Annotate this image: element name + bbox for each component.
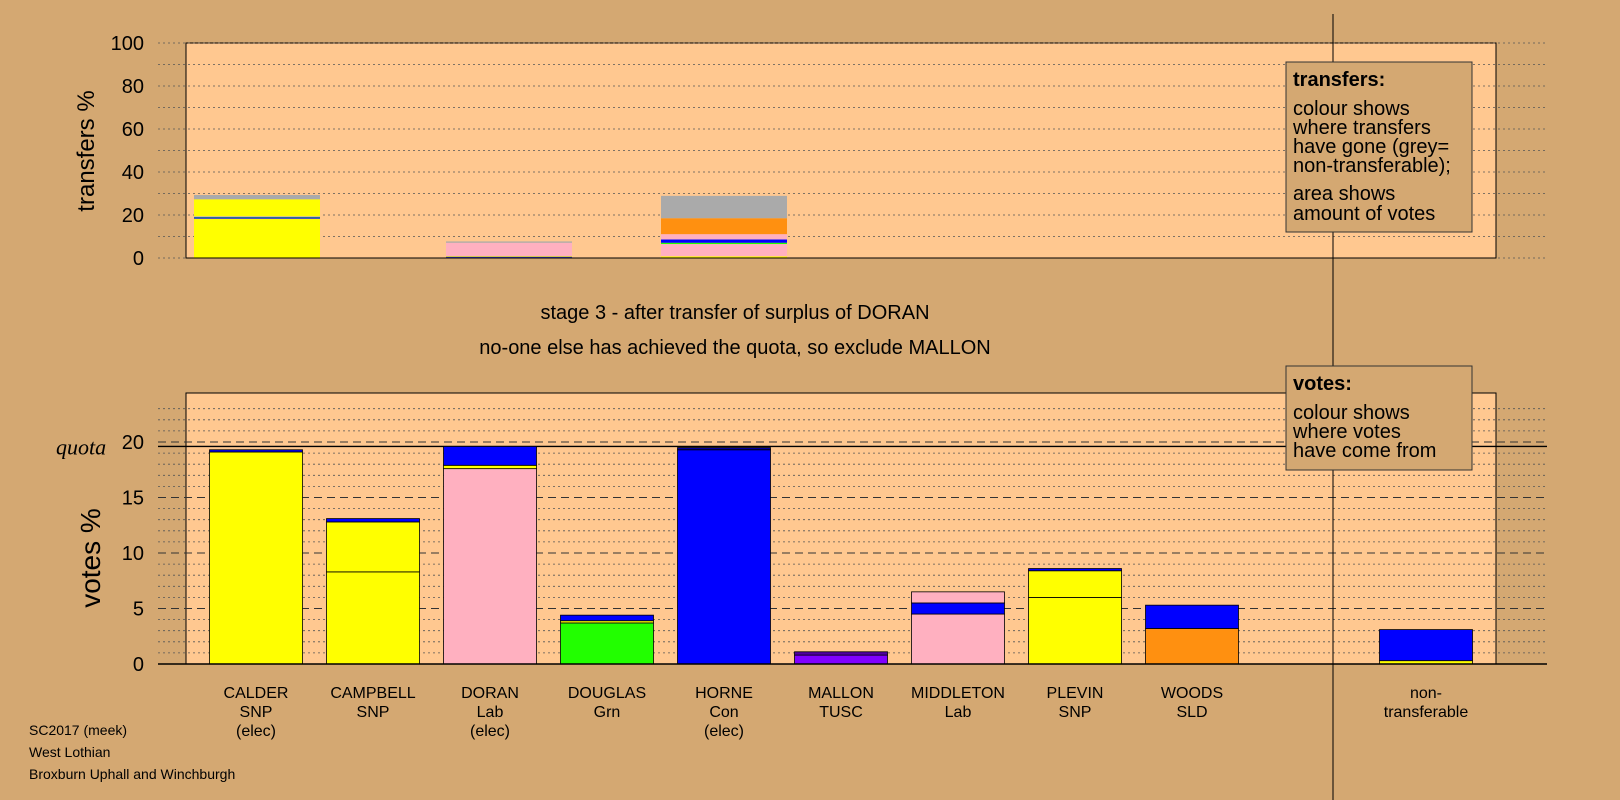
candidate-name-label: WOODS: [1161, 685, 1223, 702]
votes-legend-text: have come from: [1293, 440, 1436, 462]
vote-bar-segment: [677, 447, 771, 451]
candidate-name-label: MALLON: [808, 685, 874, 702]
votes-tick-label: 20: [122, 432, 144, 454]
candidate-name-label: CALDER: [224, 685, 289, 702]
transfer-bar-segment: [661, 234, 787, 240]
votes-tick-label: 10: [122, 543, 144, 565]
vote-bar-segment: [326, 518, 420, 523]
candidate-party-label: TUSC: [819, 704, 863, 721]
candidate-party-label: Con: [709, 704, 738, 721]
transfers-tick-label: 80: [122, 76, 144, 98]
quota-label: quota: [56, 434, 106, 459]
transfer-bar-segment: [446, 256, 572, 258]
vote-bar-segment: [794, 654, 888, 665]
transfer-bar-segment: [194, 199, 320, 217]
transfers-legend-text: non-transferable);: [1293, 155, 1451, 177]
transfers-tick-label: 0: [133, 248, 144, 270]
transfers-legend-text: where transfers: [1292, 117, 1431, 139]
transfer-bar-segment: [661, 244, 787, 257]
transfer-bar-segment: [661, 242, 787, 245]
candidate-party-label: SNP: [357, 704, 390, 721]
transfer-bar-segment: [446, 256, 572, 257]
candidate-party-label: Lab: [945, 704, 972, 721]
footer-election: SC2017 (meek): [29, 722, 128, 738]
candidate-name-label: non-: [1410, 685, 1442, 702]
votes-tick-label: 5: [133, 599, 144, 621]
transfers-legend-title: transfers:: [1293, 69, 1385, 91]
transfer-bar-segment: [194, 218, 320, 258]
transfer-bar-segment: [446, 241, 572, 243]
transfer-bar-segment: [661, 218, 787, 235]
candidate-name-label: DORAN: [461, 685, 519, 702]
vote-bar-segment: [794, 651, 888, 656]
candidate-name-label: PLEVIN: [1047, 685, 1104, 702]
vote-bar-segment: [1145, 628, 1239, 665]
vote-bar-segment: [677, 449, 771, 665]
votes-legend-text: where votes: [1292, 421, 1401, 443]
votes-legend-text: colour shows: [1293, 402, 1410, 424]
transfer-bar-segment: [661, 239, 787, 243]
vote-bar-segment: [1028, 568, 1122, 572]
vote-bar-segment: [209, 449, 303, 453]
candidate-name-label: DOUGLAS: [568, 685, 646, 702]
votes-tick-label: 15: [122, 488, 144, 510]
votes-legend-box: [1285, 365, 1473, 471]
candidate-party-label: SLD: [1176, 704, 1207, 721]
votes-legend-title: votes:: [1293, 373, 1352, 395]
transfer-bar-segment: [661, 195, 787, 219]
vote-bar-segment: [443, 446, 537, 466]
vote-bar-segment: [911, 613, 1005, 665]
transfers-legend-box: [1285, 61, 1473, 233]
vote-bar-segment: [911, 602, 1005, 615]
vote-bar-segment: [560, 622, 654, 665]
vote-bar-segment: [326, 571, 420, 665]
vote-bar-segment: [560, 614, 654, 622]
vote-bar-segment: [1379, 629, 1473, 662]
transfer-bar-segment: [194, 217, 320, 219]
transfers-legend-text: have gone (grey=: [1293, 136, 1449, 158]
vote-bar-segment: [209, 451, 303, 665]
vote-bar-segment: [326, 521, 420, 573]
votes-tick-label: 0: [133, 654, 144, 676]
transfers-legend-text: amount of votes: [1293, 203, 1435, 225]
transfers-axis-label: transfers %: [73, 90, 100, 211]
transfer-bar-segment: [446, 242, 572, 257]
stage-subtitle: no-one else has achieved the quota, so e…: [479, 337, 990, 359]
transfers-legend-text: area shows: [1293, 183, 1395, 205]
candidate-name-label: MIDDLETON: [911, 685, 1005, 702]
vote-bar-segment: [1028, 597, 1122, 665]
candidate-party-label: SNP: [240, 704, 273, 721]
vote-bar-segment: [1028, 570, 1122, 598]
vote-bar-segment: [911, 591, 1005, 604]
transfers-tick-label: 40: [122, 162, 144, 184]
transfer-bar-segment: [194, 216, 320, 218]
votes-axis-label: votes %: [75, 508, 106, 608]
footer-council: West Lothian: [29, 744, 111, 760]
transfers-tick-label: 100: [111, 33, 144, 55]
transfer-bar-segment: [661, 256, 787, 258]
vote-bar-segment: [1145, 604, 1239, 629]
candidate-status-label: (elec): [470, 723, 510, 740]
transfer-bar-segment: [194, 216, 320, 217]
candidate-status-label: (elec): [236, 723, 276, 740]
vote-bar-segment: [443, 464, 537, 470]
transfers-tick-label: 20: [122, 205, 144, 227]
candidate-name-label: CAMPBELL: [330, 685, 415, 702]
candidate-party-label: SNP: [1059, 704, 1092, 721]
candidate-status-label: (elec): [704, 723, 744, 740]
stage-title: stage 3 - after transfer of surplus of D…: [540, 302, 929, 324]
footer-ward: Broxburn Uphall and Winchburgh: [29, 766, 236, 782]
transfer-bar-segment: [194, 195, 320, 200]
candidate-name-label: HORNE: [695, 685, 753, 702]
candidate-party-label: Grn: [594, 704, 621, 721]
transfers-tick-label: 60: [122, 119, 144, 141]
vote-bar-segment: [443, 468, 537, 665]
candidate-party-label: Lab: [477, 704, 504, 721]
candidate-party-label: transferable: [1384, 704, 1469, 721]
transfers-legend-text: colour shows: [1293, 98, 1410, 120]
